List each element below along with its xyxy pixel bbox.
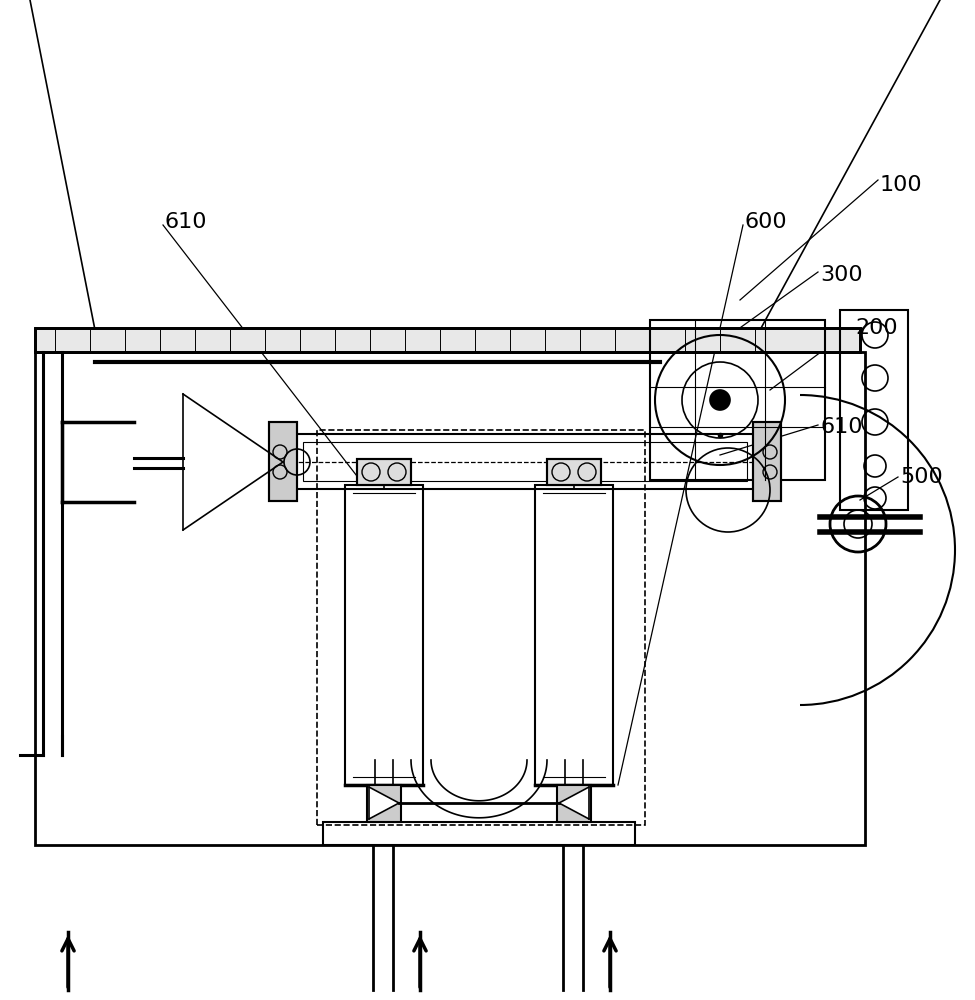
Bar bbox=[303, 442, 747, 481]
Text: 200: 200 bbox=[855, 318, 898, 338]
Polygon shape bbox=[183, 394, 283, 530]
Bar bbox=[547, 459, 601, 485]
Bar bbox=[35, 328, 860, 352]
Text: 300: 300 bbox=[820, 265, 863, 285]
Bar bbox=[317, 430, 645, 825]
Bar bbox=[547, 459, 601, 485]
Bar bbox=[35, 352, 865, 845]
Text: 500: 500 bbox=[900, 467, 943, 487]
Bar bbox=[323, 822, 635, 845]
Bar bbox=[357, 459, 411, 485]
Bar bbox=[650, 320, 825, 480]
Bar bbox=[285, 434, 765, 489]
Bar bbox=[269, 422, 297, 501]
Bar bbox=[269, 422, 297, 501]
Text: 610: 610 bbox=[820, 417, 863, 437]
Polygon shape bbox=[559, 787, 589, 819]
Bar bbox=[357, 459, 411, 485]
Text: 600: 600 bbox=[745, 212, 788, 232]
Text: 100: 100 bbox=[880, 175, 922, 195]
Circle shape bbox=[710, 390, 730, 410]
Bar bbox=[840, 310, 908, 510]
Bar bbox=[557, 785, 591, 822]
Bar bbox=[345, 485, 423, 785]
Polygon shape bbox=[369, 787, 399, 819]
Bar bbox=[535, 485, 613, 785]
Bar bbox=[367, 785, 401, 822]
Bar bbox=[753, 422, 781, 501]
Bar bbox=[35, 328, 860, 352]
Text: 610: 610 bbox=[165, 212, 208, 232]
Bar bbox=[753, 422, 781, 501]
